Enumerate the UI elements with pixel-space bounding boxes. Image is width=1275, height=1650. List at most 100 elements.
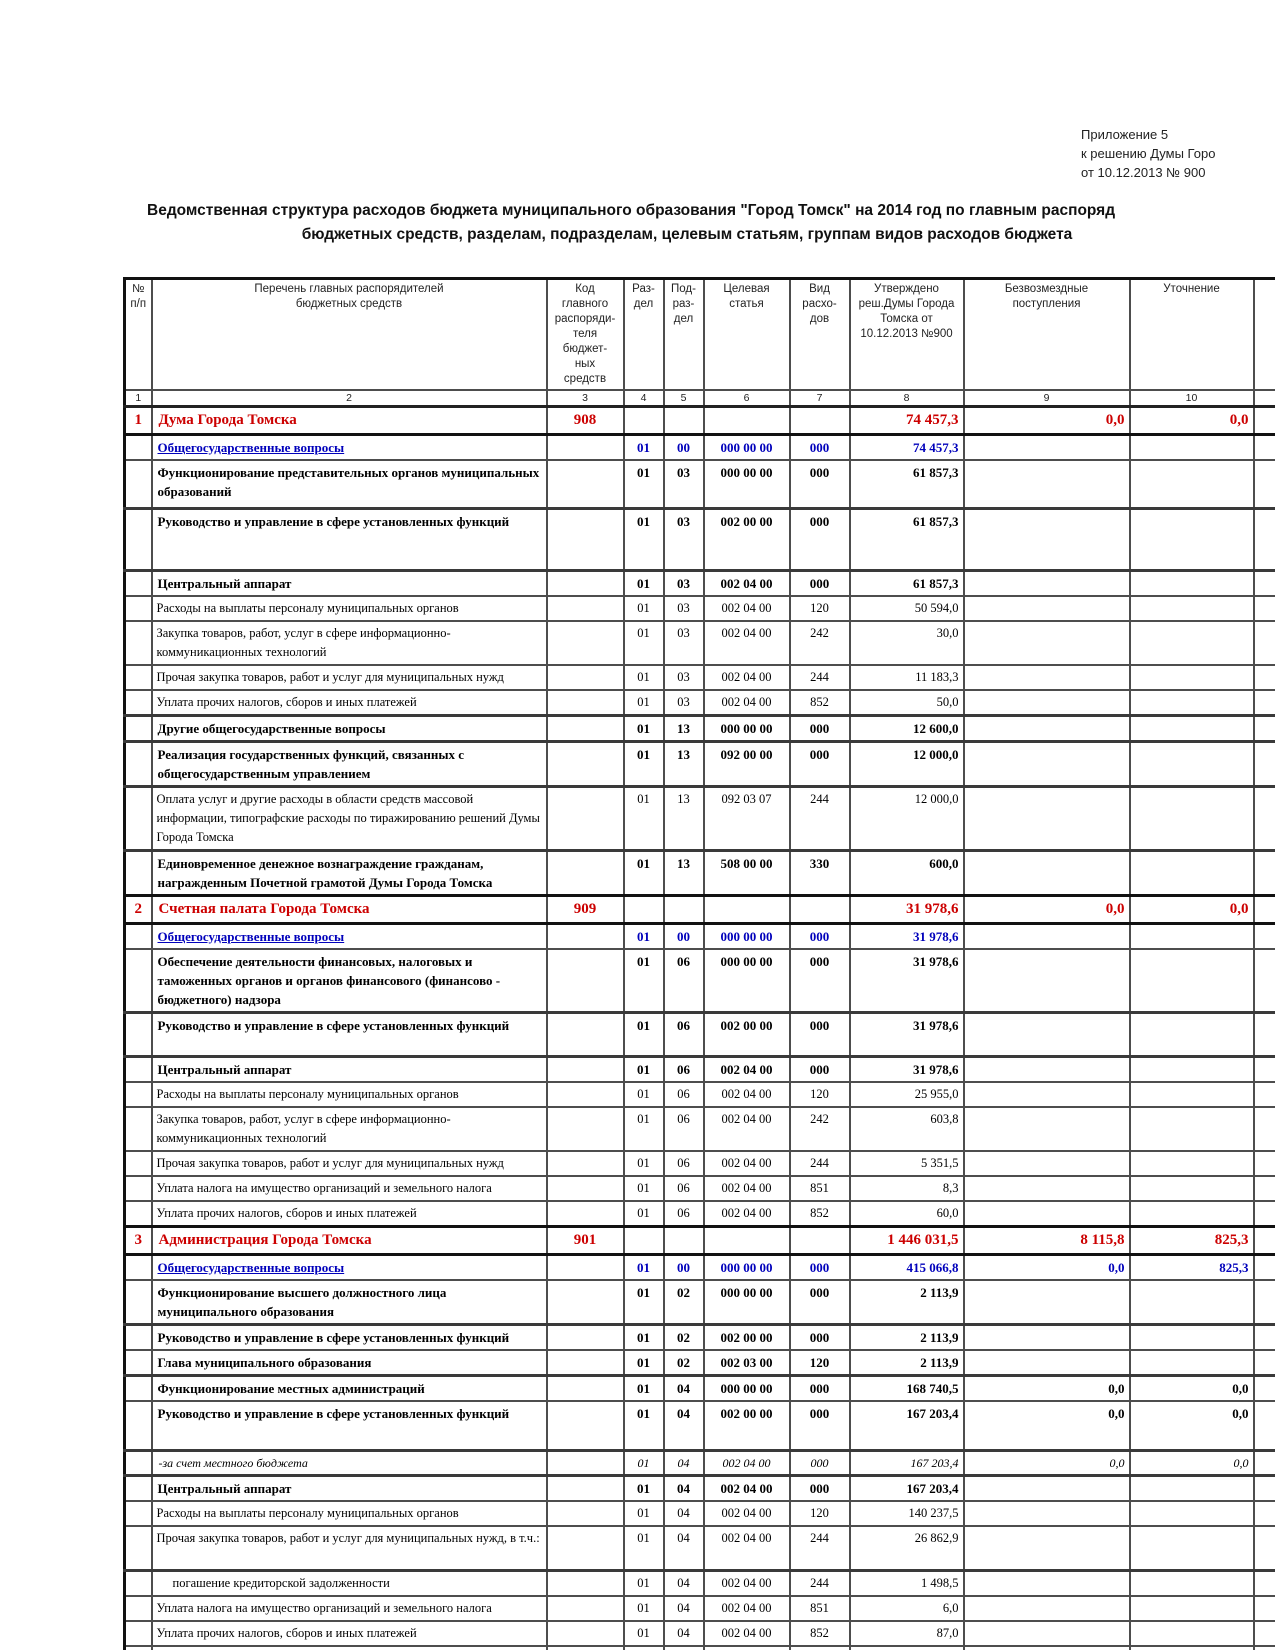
clarification-cell [1128,739,1255,787]
column-number-cell: 9 [962,389,1131,408]
razdel-cell: 01 [622,848,665,896]
column-number-cell: 3 [545,389,625,408]
approved-amount-cell: 167 203,4 [848,1449,965,1477]
approved-amount-cell: 74 457,3 [848,433,965,461]
target-article-cell: 002 04 00 [702,1619,791,1647]
grbs-code-cell [545,1010,625,1057]
razdel-cell: 01 [622,506,665,571]
table-row: Функционирование местных администраций 01… [123,1373,1275,1402]
grbs-code-cell [545,1644,625,1650]
table-row: Оплата услуг и другие расходы в области … [123,784,1275,851]
header-cell: Под- раз- дел [662,277,705,391]
appendix-annotation: Приложение 5 к решению Думы Горо от 10.1… [1081,125,1215,182]
item-name-cell: Расходы на исполнение судебных актов [150,1644,548,1650]
row-number-cell [123,1105,153,1152]
approved-amount-cell: 5 351,5 [848,1149,965,1177]
approved-amount-cell: 167 203,4 [848,1399,965,1452]
clarification-cell [1128,1199,1255,1227]
table-row: Центральный аппарат 01 04 002 04 00 000 167 2… [123,1474,1275,1502]
target-article-cell: 002 04 00 [702,1568,791,1597]
gratuitous-receipts-cell [962,663,1131,691]
approved-amount-cell: 74 457,3 [848,405,965,436]
table-row: Уплата налога на имущество организаций и… [123,1594,1275,1622]
razdel-cell: 01 [622,1199,665,1227]
overflow-cell [1252,947,1275,1013]
gratuitous-receipts-cell [962,619,1131,666]
approved-amount-cell: 31 978,6 [848,1054,965,1083]
row-number-cell [123,1253,153,1281]
target-article-cell: 002 04 00 [702,1105,791,1152]
table-row: Центральный аппарат 01 06 002 04 00 000 31 97… [123,1054,1275,1083]
podrazdel-cell: 03 [662,688,705,716]
target-article-cell: 002 04 00 [702,1500,791,1527]
table-row: Функционирование представительных органо… [123,459,1275,509]
grbs-code-cell [545,433,625,461]
overflow-cell [1252,1373,1275,1402]
target-article-cell: 000 00 00 [702,947,791,1013]
row-number-cell [123,922,153,950]
appendix-line: от 10.12.2013 № 900 [1081,165,1206,180]
table-row: Общегосударственные вопросы 01 00 000 00 00… [123,922,1275,950]
overflow-cell [1252,922,1275,950]
approved-amount-cell: 600,0 [848,848,965,896]
razdel-cell: 01 [622,1568,665,1597]
row-number-cell [123,1500,153,1527]
expense-type-cell: 851 [788,1174,851,1202]
expense-type-cell: 330 [788,848,851,896]
expense-type-cell: 830 [788,1644,851,1650]
grbs-code-cell [545,1594,625,1622]
row-number-cell [123,1594,153,1622]
razdel-cell: 01 [622,433,665,461]
column-number-cell: 5 [662,389,705,408]
grbs-code-cell: 908 [545,405,625,436]
target-article-cell: 000 00 00 [702,1373,791,1402]
target-article-cell: 508 00 00 [702,848,791,896]
podrazdel-cell: 03 [662,568,705,597]
razdel-cell: 01 [622,1449,665,1477]
approved-amount-cell: 60,0 [848,1199,965,1227]
column-number-cell: 6 [702,389,791,408]
podrazdel-cell: 04 [662,1525,705,1571]
table-row: Уплата прочих налогов, сборов и иных пла… [123,1199,1275,1227]
column-number-cell: 2 [150,389,548,408]
clarification-cell [1128,433,1255,461]
expense-type-cell: 120 [788,1500,851,1527]
overflow-cell [1252,405,1275,436]
row-number-cell [123,663,153,691]
podrazdel-cell: 03 [662,459,705,509]
grbs-code-cell [545,1619,625,1647]
gratuitous-receipts-cell [962,784,1131,851]
target-article-cell: 002 04 00 [702,1054,791,1083]
razdel-cell: 01 [622,1474,665,1502]
razdel-cell: 01 [622,594,665,622]
document-title-line2: бюджетных средств, разделам, подразделам… [301,226,1073,243]
approved-amount-cell: 12 600,0 [848,713,965,742]
table-row: Уплата налога на имущество организаций и… [123,1174,1275,1202]
table-row: Прочая закупка товаров, работ и услуг дл… [123,1149,1275,1177]
row-number-cell [123,1010,153,1057]
gratuitous-receipts-cell: 0,0 [962,1253,1131,1281]
overflow-cell [1252,1525,1275,1571]
item-name-cell: Руководство и управление в сфере установ… [150,1010,548,1057]
item-name-cell: Расходы на выплаты персоналу муниципальн… [150,1500,548,1527]
razdel-cell: 01 [622,1373,665,1402]
clarification-cell [1128,1322,1255,1351]
razdel-cell: 01 [622,619,665,666]
gratuitous-receipts-cell: 0,0 [962,1399,1131,1452]
row-number-cell [123,1525,153,1571]
table-row: 2 Счетная палата Города Томска 909 31 978,6… [123,893,1275,925]
item-name-cell: Другие общегосударственные вопросы [150,713,548,742]
clarification-cell: 0,0 [1128,1373,1255,1402]
approved-amount-cell: 140 237,5 [848,1500,965,1527]
grbs-code-cell [545,1568,625,1597]
overflow-cell [1252,1474,1275,1502]
table-row: Руководство и управление в сфере установ… [123,506,1275,571]
razdel-cell: 01 [622,663,665,691]
clarification-cell [1128,1594,1255,1622]
item-name-cell: Расходы на выплаты персоналу муниципальн… [150,594,548,622]
grbs-code-cell [545,1149,625,1177]
item-name-cell: Функционирование местных администраций [150,1373,548,1402]
row-number-cell [123,506,153,571]
grbs-code-cell [545,1399,625,1452]
header-cell: Код главного распоряди- теля бюджет- ных… [545,277,625,391]
